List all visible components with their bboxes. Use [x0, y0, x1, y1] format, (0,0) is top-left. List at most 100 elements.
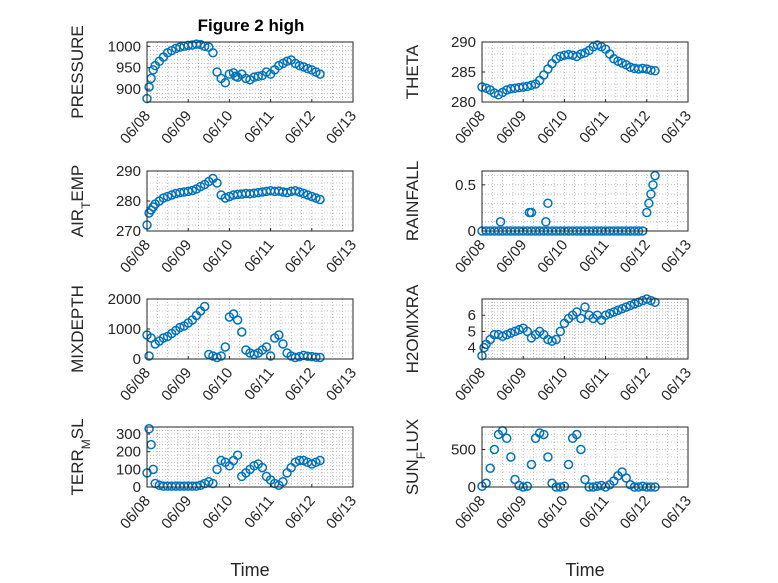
y-tick-label: 285	[451, 64, 476, 81]
x-axis-label: Time	[565, 560, 604, 580]
data-point	[224, 69, 235, 79]
data-point	[625, 300, 636, 311]
x-tick-label: 06/10	[534, 493, 571, 533]
y-tick-label: 0	[133, 479, 141, 496]
data-point	[580, 302, 590, 312]
x-tick-label: 06/12	[617, 108, 654, 148]
data-point	[290, 186, 301, 196]
data-point	[183, 186, 193, 197]
data-point	[506, 452, 516, 462]
subplot-6: 456 06/08 06/09 06/10 06/11 06/12 06/13 H2OMIXR…	[403, 284, 695, 404]
x-tick-label: 06/10	[199, 108, 236, 148]
x-tick-label: 06/11	[241, 365, 277, 404]
x-tick-label: 06/09	[493, 108, 530, 148]
data-point	[278, 476, 288, 487]
y-axis-label: AIRTEMP	[68, 165, 93, 238]
data-point	[580, 474, 590, 485]
y-tick-label: 0	[133, 351, 141, 368]
y-tick-label: 500	[451, 442, 476, 459]
x-tick-label: 06/08	[117, 237, 154, 277]
y-axis-label: SUNFLUX	[403, 419, 428, 495]
y-tick-label: 1000	[108, 38, 141, 55]
data-point	[526, 459, 537, 470]
x-tick-label: 06/10	[199, 237, 236, 277]
y-tick-label: 900	[116, 81, 141, 98]
data-point	[559, 481, 570, 491]
x-tick-label: 06/08	[117, 108, 154, 148]
data-point	[650, 297, 660, 307]
data-point	[539, 429, 549, 440]
x-tick-label: 06/09	[158, 108, 195, 148]
data-point	[302, 63, 313, 74]
data-point	[158, 333, 169, 343]
x-tick-label: 06/11	[576, 365, 612, 404]
data-point	[489, 444, 500, 455]
data-point	[572, 429, 582, 440]
data-point	[543, 198, 553, 209]
data-point	[191, 481, 202, 491]
data-point	[253, 71, 263, 82]
y-axis-label: H2OMIXRA	[403, 284, 422, 373]
data-point	[315, 352, 325, 363]
x-tick-label: 06/13	[323, 365, 360, 405]
axes-frame	[481, 298, 689, 360]
data-point	[307, 191, 317, 202]
x-tick-label: 06/10	[534, 237, 571, 277]
x-tick-label: 06/13	[658, 108, 695, 148]
x-tick-label: 06/09	[158, 365, 195, 405]
data-point	[510, 326, 520, 337]
data-point	[600, 310, 611, 320]
data-point	[191, 39, 202, 49]
subplot-1: 900 950 1000 06/08 06/09 06/10 06/11 06/12 06/13…	[68, 25, 360, 147]
y-tick-label: 6	[468, 307, 476, 324]
x-axis-label: Time	[230, 560, 269, 580]
data-point	[216, 351, 226, 361]
data-point	[220, 342, 231, 352]
x-tick-label: 06/13	[658, 493, 695, 533]
data-point	[294, 187, 305, 197]
subplot-4: 0 0.5 06/08 06/09 06/10 06/11 06/12 06/13 RAINFA…	[403, 161, 695, 276]
x-tick-label: 06/13	[658, 237, 695, 277]
data-point	[212, 67, 222, 77]
data-point	[576, 444, 586, 455]
data-point	[650, 170, 660, 181]
data-point	[648, 180, 658, 190]
x-tick-label: 06/10	[199, 493, 236, 533]
axes-frame	[146, 426, 354, 488]
data-point	[522, 326, 533, 337]
x-tick-label: 06/11	[241, 493, 277, 532]
y-axis-label: PRESSURE	[68, 25, 87, 119]
data-point	[220, 193, 231, 203]
data-point	[302, 190, 313, 200]
axes-frame	[481, 426, 689, 488]
axes-frame	[146, 41, 354, 103]
data-point	[144, 351, 154, 361]
data-point	[237, 327, 247, 337]
data-point	[315, 455, 325, 466]
data-point	[261, 342, 272, 352]
data-point	[501, 433, 512, 443]
y-tick-label: 290	[116, 163, 141, 180]
y-tick-label: 100	[116, 461, 141, 478]
data-point	[644, 198, 654, 209]
subplot-3: 270 280 290 06/08 06/09 06/10 06/11 06/12 06/13 A…	[68, 163, 360, 276]
data-point	[175, 322, 185, 333]
data-point	[495, 217, 506, 227]
x-tick-label: 06/10	[199, 365, 236, 405]
subplot-8: 0 500 06/08 06/09 06/10 06/11 06/12 06/13 SUNFLU…	[403, 419, 695, 580]
x-tick-label: 06/09	[493, 493, 530, 533]
data-point	[212, 464, 222, 475]
data-point	[257, 462, 268, 473]
x-tick-label: 06/09	[493, 237, 530, 277]
data-point	[298, 188, 309, 199]
axes-frame	[481, 170, 689, 232]
data-point	[526, 80, 537, 90]
x-tick-label: 06/13	[323, 493, 360, 533]
data-point	[274, 330, 284, 340]
data-point	[232, 450, 243, 460]
data-point	[232, 315, 243, 325]
y-tick-label: 950	[116, 60, 141, 77]
y-tick-label: 1000	[108, 321, 141, 338]
data-point	[278, 339, 288, 349]
